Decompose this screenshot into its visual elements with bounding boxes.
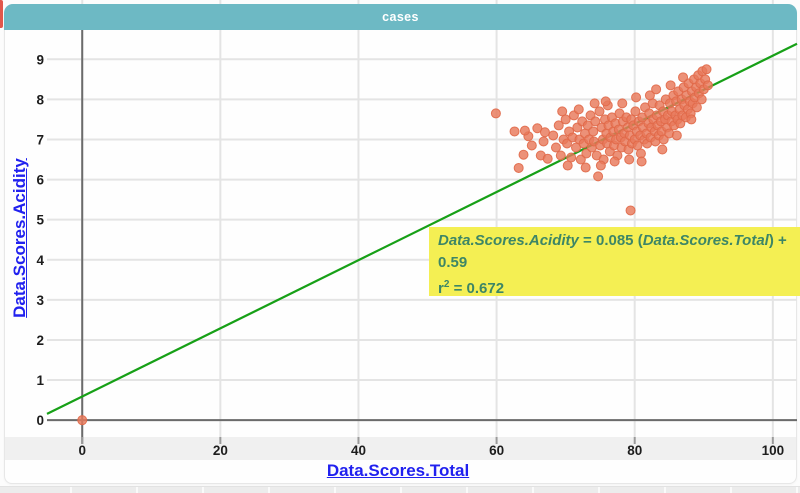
- x-tick-label: 100: [762, 443, 785, 458]
- data-point[interactable]: [580, 162, 591, 173]
- data-point[interactable]: [665, 80, 676, 91]
- next-panel-top-edge: [0, 486, 800, 493]
- data-point[interactable]: [686, 114, 697, 125]
- regression-y-variable: Data.Scores.Acidity: [438, 232, 579, 249]
- data-point[interactable]: [555, 150, 566, 161]
- x-tick-label: 80: [627, 443, 642, 458]
- regression-r-squared-line: r2 = 0.672: [438, 274, 791, 296]
- data-point[interactable]: [553, 120, 564, 131]
- data-point[interactable]: [548, 130, 559, 141]
- y-tick-label: 5: [36, 213, 44, 228]
- y-tick-label: 3: [36, 293, 44, 308]
- data-point[interactable]: [702, 80, 713, 91]
- data-point[interactable]: [594, 106, 605, 117]
- data-point[interactable]: [630, 106, 641, 117]
- data-point[interactable]: [519, 125, 530, 136]
- data-point[interactable]: [696, 94, 707, 105]
- x-axis-variable-link[interactable]: Data.Scores.Total: [326, 461, 470, 480]
- data-point[interactable]: [539, 127, 550, 138]
- x-tick-label: 20: [213, 443, 228, 458]
- data-point[interactable]: [617, 98, 628, 109]
- data-point[interactable]: [573, 104, 584, 115]
- y-tick-label: 0: [36, 413, 44, 428]
- data-point[interactable]: [590, 116, 601, 127]
- regression-equation-line1: Data.Scores.Acidity = 0.085 (Data.Scores…: [438, 230, 791, 252]
- data-point[interactable]: [600, 96, 611, 107]
- r-squared-value: = 0.672: [449, 280, 505, 296]
- data-point[interactable]: [550, 142, 561, 153]
- data-point[interactable]: [509, 126, 520, 137]
- regression-equation-line2: 0.59: [438, 254, 468, 271]
- x-tick-label: 40: [351, 443, 366, 458]
- data-point[interactable]: [589, 98, 600, 109]
- regression-plus-text: ) +: [768, 232, 787, 249]
- y-tick-label: 4: [36, 253, 44, 268]
- x-tick-label: 60: [489, 443, 504, 458]
- data-point[interactable]: [651, 84, 662, 95]
- chart-title-bar: cases: [4, 4, 797, 30]
- data-point[interactable]: [526, 140, 537, 151]
- y-tick-label: 9: [36, 52, 44, 67]
- r-exponent: 2: [443, 279, 450, 290]
- y-tick-label: 6: [36, 173, 44, 188]
- data-point[interactable]: [657, 144, 668, 155]
- regression-slope-text: = 0.085 (: [578, 232, 643, 249]
- data-point[interactable]: [625, 205, 636, 216]
- x-axis-tick-strip: [5, 437, 796, 460]
- data-point[interactable]: [588, 126, 599, 137]
- y-axis-label: Data.Scores.Acidity: [10, 143, 30, 333]
- x-tick-label: 0: [78, 443, 86, 458]
- y-tick-label: 1: [36, 373, 44, 388]
- y-tick-label: 7: [36, 132, 44, 147]
- chart-title: cases: [382, 10, 419, 24]
- data-point[interactable]: [691, 102, 702, 113]
- data-point[interactable]: [518, 149, 529, 160]
- regression-annotation-box: Data.Scores.Acidity = 0.085 (Data.Scores…: [429, 227, 800, 296]
- data-point[interactable]: [513, 162, 524, 173]
- x-axis-label: Data.Scores.Total: [0, 461, 796, 481]
- y-axis-variable-link[interactable]: Data.Scores.Acidity: [10, 158, 29, 318]
- data-point[interactable]: [678, 72, 689, 83]
- data-point[interactable]: [595, 160, 606, 171]
- data-point[interactable]: [490, 108, 501, 119]
- data-point[interactable]: [593, 171, 604, 182]
- adjacent-card-red-tab: [0, 0, 3, 28]
- data-point[interactable]: [538, 136, 549, 147]
- y-tick-label: 8: [36, 92, 44, 107]
- data-point[interactable]: [644, 90, 655, 101]
- data-point[interactable]: [609, 156, 620, 167]
- data-point[interactable]: [562, 160, 573, 171]
- data-point[interactable]: [557, 106, 568, 117]
- data-point[interactable]: [532, 123, 543, 134]
- data-point[interactable]: [636, 156, 647, 167]
- data-point[interactable]: [77, 415, 88, 426]
- data-point[interactable]: [542, 153, 553, 164]
- r-label: r: [438, 280, 444, 296]
- data-point[interactable]: [701, 64, 712, 75]
- regression-x-variable: Data.Scores.Total: [642, 232, 769, 249]
- y-tick-label: 2: [36, 333, 44, 348]
- data-point[interactable]: [624, 154, 635, 165]
- data-point[interactable]: [631, 92, 642, 103]
- data-point[interactable]: [671, 130, 682, 141]
